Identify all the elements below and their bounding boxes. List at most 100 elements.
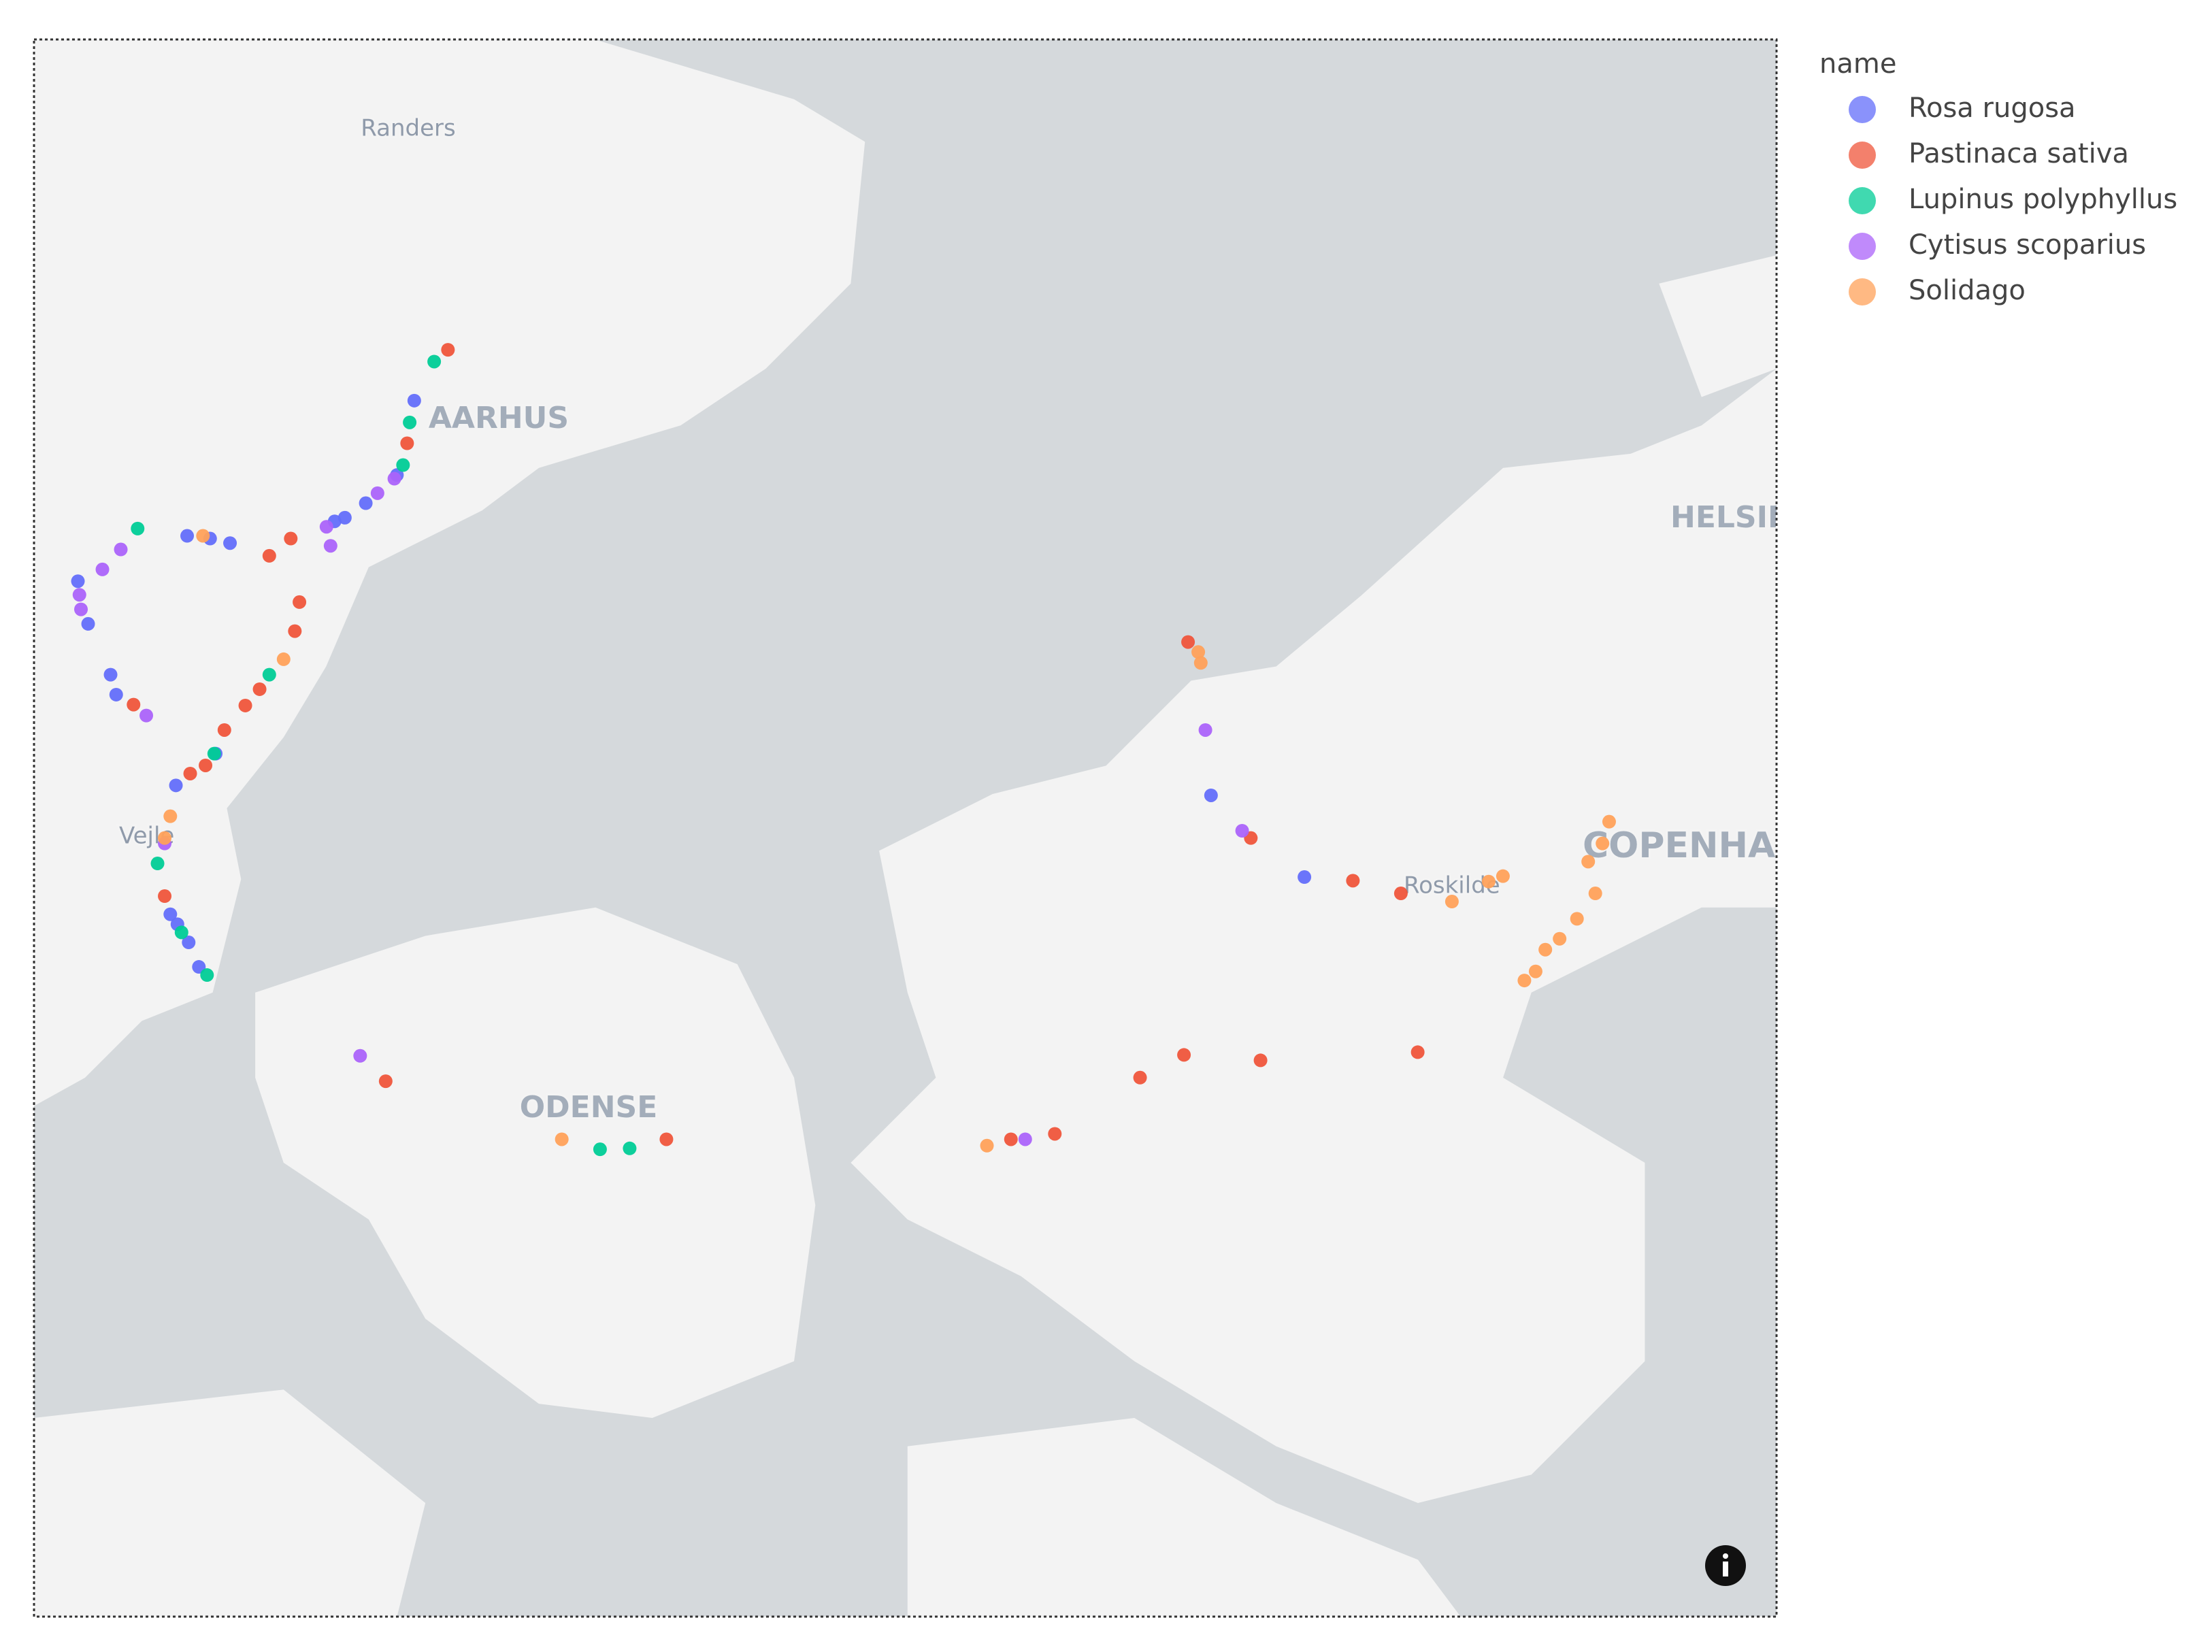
legend-marker <box>1849 142 1876 169</box>
point <box>403 415 417 429</box>
point <box>288 624 302 638</box>
point <box>1253 1053 1268 1068</box>
point <box>158 889 172 904</box>
point <box>1048 1127 1062 1141</box>
place-labels: RandersAARHUSHELSINVejleODENSERoskildeCO… <box>117 113 1793 1127</box>
point <box>127 697 141 712</box>
point <box>1193 656 1208 670</box>
point <box>1393 887 1408 901</box>
legend-marker <box>1849 187 1876 214</box>
point <box>1481 874 1496 889</box>
point <box>370 486 384 500</box>
series-points <box>127 343 1425 1146</box>
point <box>593 1142 607 1157</box>
point <box>1191 645 1206 659</box>
lolland-falster <box>907 1418 1461 1617</box>
point <box>1581 855 1596 869</box>
legend-title: name <box>1819 48 1896 80</box>
point <box>276 652 291 666</box>
point <box>1204 788 1218 802</box>
points <box>71 343 1616 1157</box>
point <box>623 1141 637 1155</box>
plot-border <box>33 38 1778 1618</box>
point <box>1410 1045 1425 1059</box>
point <box>1596 836 1610 850</box>
zealand <box>851 369 1777 1504</box>
point <box>427 354 442 369</box>
info-button[interactable] <box>1705 1545 1746 1586</box>
point <box>74 602 88 616</box>
legend-item[interactable]: Cytisus scoparius <box>1849 229 2146 261</box>
point <box>1553 931 1567 946</box>
als <box>34 1389 426 1617</box>
point <box>71 574 85 589</box>
point <box>1177 1048 1191 1062</box>
point <box>441 343 455 357</box>
point <box>980 1138 994 1153</box>
land <box>34 39 1777 1617</box>
point <box>1235 824 1249 838</box>
point <box>1346 874 1360 888</box>
point <box>337 510 352 525</box>
point <box>284 531 298 546</box>
point <box>199 758 213 772</box>
point <box>407 393 421 408</box>
point <box>1133 1070 1147 1085</box>
point <box>163 809 178 823</box>
legend-label: Solidago <box>1909 275 2026 306</box>
point <box>1570 912 1584 926</box>
point <box>174 925 188 940</box>
place-label: ODENSE <box>520 1090 658 1125</box>
point <box>81 616 95 631</box>
point <box>387 472 401 486</box>
legend-label: Cytisus scoparius <box>1909 229 2146 261</box>
point <box>1538 942 1553 957</box>
point <box>555 1132 569 1146</box>
point <box>353 1048 367 1063</box>
legend-item[interactable]: Lupinus polyphyllus <box>1849 184 2177 215</box>
point <box>293 595 307 609</box>
point <box>139 708 154 723</box>
point <box>1198 723 1212 737</box>
point <box>319 520 333 534</box>
point <box>659 1132 674 1146</box>
point <box>131 521 145 535</box>
legend: Rosa rugosa Pastinaca sativa Lupinus polyp… <box>1849 93 2177 306</box>
point <box>223 536 237 550</box>
legend-marker <box>1849 233 1876 260</box>
point <box>150 857 165 871</box>
point <box>1588 887 1602 901</box>
point <box>72 588 86 602</box>
point <box>163 907 178 921</box>
point <box>109 687 123 701</box>
place-label: HELSIN <box>1670 500 1793 535</box>
place-label: COPENHA <box>1583 825 1775 866</box>
legend-label: Pastinaca sativa <box>1909 138 2129 169</box>
point <box>1298 870 1312 885</box>
place-label: Randers <box>361 115 455 142</box>
point <box>396 458 410 472</box>
point <box>217 723 231 737</box>
point <box>378 1074 393 1089</box>
point <box>252 682 267 696</box>
point <box>1445 895 1459 909</box>
point <box>262 667 276 682</box>
point <box>1018 1132 1032 1146</box>
legend-item[interactable]: Solidago <box>1849 275 2026 306</box>
scania <box>1659 255 1777 397</box>
point <box>1496 869 1510 883</box>
legend-item[interactable]: Pastinaca sativa <box>1849 138 2129 169</box>
point <box>183 766 197 780</box>
point <box>200 968 214 982</box>
legend-item[interactable]: Rosa rugosa <box>1849 93 2076 124</box>
map[interactable]: RandersAARHUSHELSINVejleODENSERoskildeCO… <box>34 39 1793 1617</box>
legend-marker <box>1849 278 1876 305</box>
point <box>180 529 195 543</box>
point <box>114 542 128 557</box>
point <box>1602 814 1616 829</box>
point <box>95 562 110 576</box>
point <box>158 831 172 845</box>
legend-label: Rosa rugosa <box>1909 93 2076 124</box>
point <box>103 667 118 682</box>
